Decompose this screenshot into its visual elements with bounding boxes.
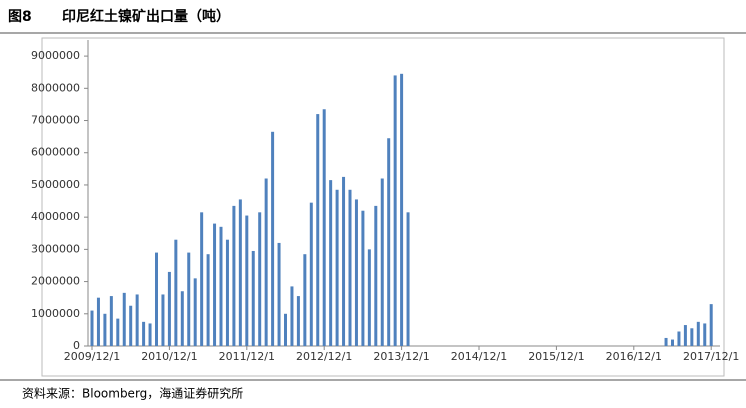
- x-tick-label: 2010/12/1: [141, 350, 197, 363]
- bar: [193, 278, 197, 346]
- x-tick-label: 2017/12/1: [683, 350, 739, 363]
- bar: [290, 286, 294, 346]
- bar: [354, 199, 358, 346]
- bar: [342, 176, 346, 346]
- x-tick-label: 2009/12/1: [64, 350, 120, 363]
- x-tick-label: 2012/12/1: [296, 350, 352, 363]
- x-tick-label: 2013/12/1: [373, 350, 429, 363]
- bar: [174, 239, 178, 346]
- bar: [703, 323, 707, 346]
- bar: [122, 292, 126, 346]
- bar: [251, 250, 255, 346]
- y-tick-label: 4000000: [31, 210, 80, 223]
- bar: [161, 294, 165, 346]
- x-tick-label: 2015/12/1: [528, 350, 584, 363]
- bar: [200, 212, 204, 346]
- x-tick-label: 2016/12/1: [606, 350, 662, 363]
- bar: [225, 239, 229, 346]
- y-tick-label: 6000000: [31, 146, 80, 159]
- y-tick-label: 1000000: [31, 307, 80, 320]
- x-tick-label: 2011/12/1: [219, 350, 275, 363]
- y-tick-label: 8000000: [31, 81, 80, 94]
- y-tick-label: 9000000: [31, 49, 80, 62]
- bar: [406, 212, 410, 346]
- bar: [309, 202, 313, 346]
- bar: [148, 323, 152, 346]
- y-tick-label: 0: [73, 339, 80, 352]
- y-tick-label: 5000000: [31, 178, 80, 191]
- bar: [238, 199, 242, 346]
- bar: [103, 313, 107, 346]
- bar: [367, 249, 371, 346]
- bar: [348, 189, 352, 346]
- bar: [245, 215, 249, 346]
- bar: [258, 212, 262, 346]
- bar: [180, 291, 184, 346]
- bar: [116, 318, 120, 346]
- bar: [213, 223, 217, 346]
- bar: [206, 254, 210, 346]
- x-tick-label: 2014/12/1: [451, 350, 507, 363]
- bar: [271, 131, 275, 346]
- bar: [393, 75, 397, 346]
- bar: [303, 254, 307, 346]
- bar: [329, 180, 333, 346]
- figure-label: 图8: [8, 9, 32, 25]
- bar: [219, 226, 223, 346]
- bar: [696, 321, 700, 346]
- bar: [277, 242, 281, 346]
- bar: [335, 189, 339, 346]
- bar: [709, 304, 713, 346]
- bar: [135, 294, 139, 346]
- bar: [142, 321, 146, 346]
- bar: [316, 114, 320, 346]
- bar: [129, 305, 133, 346]
- bar: [374, 205, 378, 346]
- bar: [284, 313, 287, 346]
- bar: [155, 252, 158, 346]
- y-tick-label: 2000000: [31, 275, 80, 288]
- y-tick-label: 7000000: [31, 114, 80, 127]
- bar: [683, 325, 687, 346]
- bar: [167, 271, 171, 346]
- bar: [677, 331, 681, 346]
- bar: [664, 337, 668, 346]
- y-tick-label: 3000000: [31, 242, 80, 255]
- bar: [361, 210, 365, 346]
- bar: [109, 296, 113, 346]
- bar: [296, 296, 300, 346]
- chart-title: 印尼红土镍矿出口量（吨）: [62, 8, 230, 25]
- bar: [264, 178, 268, 346]
- bar: [322, 109, 326, 347]
- bar: [187, 252, 191, 346]
- bar: [387, 138, 391, 346]
- bar: [90, 310, 94, 346]
- bar: [232, 205, 236, 346]
- bar: [96, 297, 100, 346]
- bar: [400, 73, 404, 347]
- bar: [690, 328, 694, 346]
- source-note: 资料来源：Bloomberg，海通证券研究所: [22, 386, 243, 401]
- plot-frame: [41, 37, 725, 377]
- bar: [671, 339, 674, 346]
- bar: [380, 178, 384, 346]
